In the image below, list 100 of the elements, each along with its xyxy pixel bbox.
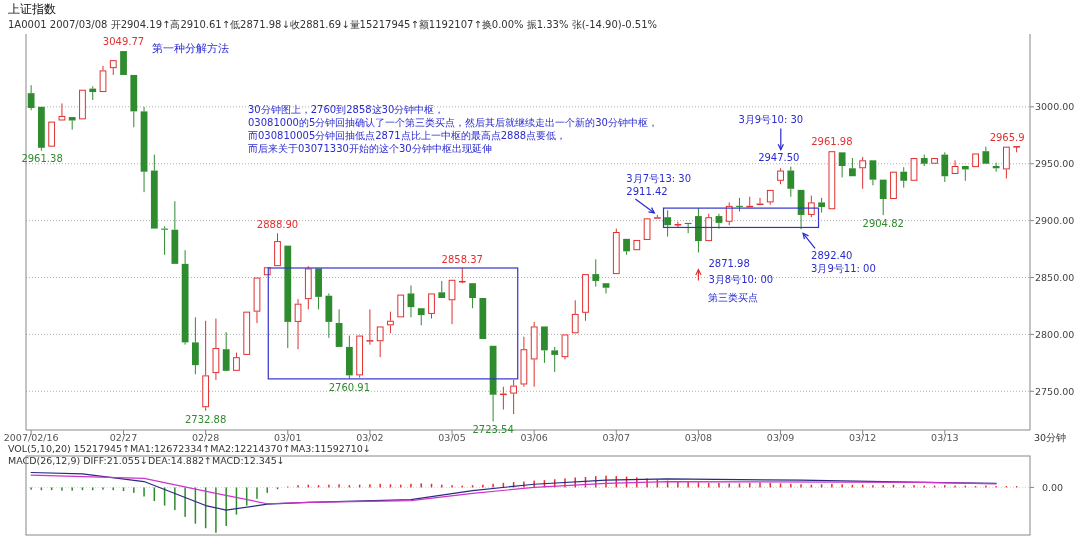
candlestick	[869, 160, 877, 186]
candlestick	[972, 153, 979, 168]
candlestick	[653, 214, 661, 219]
candlestick	[79, 89, 86, 120]
candlestick	[294, 298, 302, 350]
candlestick	[356, 335, 364, 379]
candlestick	[623, 238, 630, 256]
y-tick-label: 2800.00	[1035, 328, 1075, 340]
annotation: 3月9号10: 30	[738, 113, 804, 125]
candlestick	[777, 167, 784, 185]
annotation: 2732.88	[184, 413, 227, 425]
candlestick	[109, 60, 117, 76]
candlestick	[48, 121, 56, 147]
annotation: 2888.90	[256, 219, 299, 231]
chart-title: 上证指数	[8, 2, 56, 16]
candlestick	[900, 166, 908, 189]
y-tick-label: 2950.00	[1035, 158, 1075, 170]
candlestick	[58, 102, 66, 121]
candlestick	[397, 294, 405, 318]
candlestick	[27, 84, 35, 111]
candlestick	[274, 232, 281, 267]
x-tick-label: 03/07	[602, 432, 630, 443]
candlestick	[130, 74, 138, 128]
candlestick	[407, 284, 415, 318]
x-tick-label: 03/08	[684, 432, 713, 443]
candlestick	[520, 336, 528, 388]
candlestick	[766, 189, 774, 206]
candlestick	[961, 166, 969, 182]
candlestick	[89, 85, 97, 101]
candlestick	[582, 274, 589, 322]
candlestick	[417, 308, 425, 326]
x-tick-label: 03/06	[520, 432, 548, 443]
candlestick	[366, 308, 374, 346]
candlestick	[910, 158, 918, 181]
annotation: 2723.54	[472, 424, 514, 436]
candlestick	[890, 171, 897, 199]
annotation: 2947.50	[758, 151, 800, 163]
candlestick	[438, 280, 446, 298]
annotation: 而030810005分钟回抽低点2871点比上一中枢的最高点2888点要低，	[248, 130, 567, 141]
candlestick	[592, 258, 600, 288]
candlestick	[469, 283, 476, 309]
candlestick	[212, 317, 220, 381]
candlestick	[38, 106, 45, 152]
candlestick	[315, 268, 322, 310]
candlestick	[941, 151, 949, 183]
candlestick	[551, 346, 559, 373]
annotation: 2904.82	[862, 218, 904, 230]
annotation: 2760.91	[328, 381, 371, 393]
x-tick-label: 03/13	[931, 432, 959, 443]
candlestick	[284, 245, 292, 349]
candlestick	[633, 239, 641, 251]
annotation: 第一种分解方法	[152, 42, 229, 55]
x-tick-label: 02/27	[109, 432, 138, 443]
x-axis-title: 30分钟	[1034, 432, 1067, 443]
candlestick	[202, 320, 210, 412]
candlestick	[541, 326, 548, 364]
candlestick	[674, 221, 682, 228]
candlestick	[448, 279, 456, 325]
y-tick-label: 2900.00	[1035, 215, 1075, 227]
x-tick-label: 02/28	[191, 432, 220, 443]
annotation: 2858.37	[441, 253, 483, 265]
candlestick	[951, 159, 959, 174]
annotation: 3月9号11: 00	[811, 263, 876, 275]
candlestick	[612, 228, 620, 275]
candlestick	[828, 151, 836, 210]
candlestick	[571, 299, 579, 334]
candlestick	[1003, 146, 1010, 180]
candlestick	[849, 157, 856, 177]
candlestick	[325, 292, 333, 339]
annotation: 2965.9	[989, 131, 1025, 143]
candlestick	[643, 218, 651, 240]
annotation: 2871.98	[708, 257, 750, 269]
y-tick-label: 3000.00	[1035, 101, 1075, 113]
annotation: 3月8号10: 00	[708, 273, 774, 285]
candlestick	[879, 179, 887, 216]
annotation: 而后来关于03071330开始的这个30分钟中枢出现延伸	[248, 143, 492, 154]
x-tick-label: 03/01	[274, 432, 302, 443]
candlestick	[150, 154, 158, 229]
candlestick	[171, 200, 179, 264]
annotation: 3月7号13: 30	[626, 172, 692, 184]
candlestick	[982, 146, 990, 164]
candlestick	[120, 51, 127, 75]
candlestick	[243, 311, 251, 355]
annotation: 2911.42	[626, 185, 668, 197]
candlestick	[561, 334, 569, 360]
text: VOL(5,10,20) 15217945↑MA1:12672334↑MA2:12214370↑MA3:11592710↓	[8, 443, 371, 454]
x-tick-label: 03/12	[848, 432, 877, 443]
x-tick-label: 2007/02/16	[3, 432, 59, 443]
candlestick	[387, 311, 394, 334]
x-tick-label: 03/05	[438, 432, 466, 443]
candlestick	[859, 156, 867, 190]
chart-subtitle: 1A0001 2007/03/08 开2904.19↑高2910.61↑低2871.98↓收2881.69↓量15217945↑额1192107↑换0.00% 振1.33% 张(-14.90)-0.51%	[8, 19, 658, 30]
annotation: 30分钟图上，2760到2858这30分钟中枢，	[248, 104, 445, 115]
candlestick	[222, 331, 230, 371]
annotation: 第三类买点	[708, 291, 759, 303]
candlestick	[181, 249, 189, 346]
candlestick	[931, 158, 938, 164]
annotation: 03081000的5分钟回抽确认了一个第三类买点，然后其后就继续走出一个新的30分钟中枢，	[248, 117, 658, 128]
candlestick	[99, 65, 107, 93]
candlestick	[705, 213, 713, 242]
